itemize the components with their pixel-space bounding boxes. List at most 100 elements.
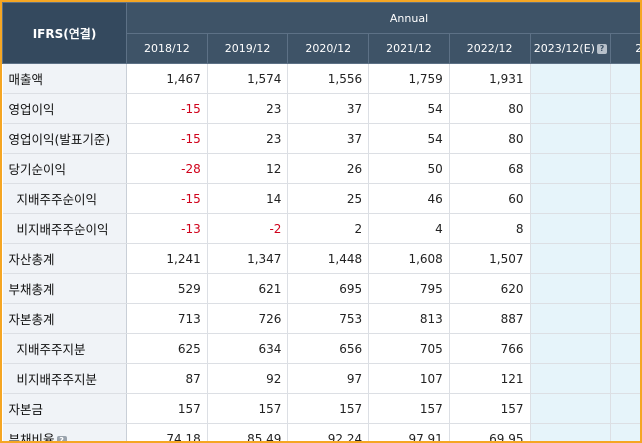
year-header-0: 2018/12 [126, 33, 208, 64]
value-cell: 529 [126, 273, 208, 304]
value-cell: 713 [126, 303, 208, 334]
value-cell: 74.18 [126, 423, 208, 441]
estimate-cell [530, 63, 612, 94]
annual-group-header: Annual [126, 2, 640, 34]
value-cell: 25 [287, 183, 370, 214]
row-label-text: 자본금 [8, 402, 44, 417]
value-cell: -2 [207, 213, 289, 244]
table-row: 지배주주지분 625 634 656 705 766 [2, 333, 640, 364]
year-header-4: 2022/12 [448, 33, 531, 64]
year-label: 2018/12 [144, 42, 190, 55]
value-cell: 625 [126, 333, 208, 364]
value-cell: 1,608 [368, 243, 450, 274]
value-cell: 37 [287, 123, 370, 154]
row-label-text: 자본총계 [8, 312, 55, 327]
table-row: 부채비율? 74.18 85.49 92.24 97.91 69.95 [2, 423, 640, 443]
value-cell: -15 [126, 183, 208, 214]
value-cell: 813 [368, 303, 450, 334]
row-label-text: 비지배주주지분 [16, 372, 98, 387]
estimate-cell [610, 243, 640, 274]
value-cell: 157 [126, 393, 208, 424]
table-row: 영업이익(발표기준) -15 23 37 54 80 [2, 123, 640, 154]
value-cell: 1,556 [287, 63, 370, 94]
year-label: 2022/12 [466, 42, 513, 55]
table-row: 매출액 1,467 1,574 1,556 1,759 1,931 [2, 63, 640, 94]
row-label[interactable]: 매출액 [2, 63, 128, 94]
estimate-cell [610, 213, 640, 244]
row-label[interactable]: 부채총계 [2, 273, 128, 304]
value-cell: 23 [207, 123, 289, 154]
row-label-text: 지배주주지분 [16, 342, 86, 357]
row-label[interactable]: 영업이익 [2, 93, 128, 124]
estimate-cell [610, 303, 640, 334]
value-cell: 92 [207, 363, 289, 394]
row-label-text: 지배주주순이익 [16, 192, 98, 207]
value-cell: 92.24 [287, 423, 370, 441]
row-label-text: 비지배주주순이익 [16, 222, 109, 237]
value-cell: 157 [207, 393, 289, 424]
row-label-text: 당기순이익 [8, 162, 67, 177]
estimate-cell [530, 393, 612, 424]
estimate-cell [610, 63, 640, 94]
year-header-5: 2023/12(E)? [529, 33, 612, 64]
value-cell: 54 [368, 123, 450, 154]
row-label[interactable]: 자본총계 [2, 303, 128, 334]
year-label: 2023/12(E) [533, 42, 595, 55]
estimate-cell [530, 363, 612, 394]
estimate-cell [610, 183, 640, 214]
table-row: 지배주주순이익 -15 14 25 46 60 [2, 183, 640, 214]
value-cell: 50 [368, 153, 450, 184]
value-cell: 121 [449, 363, 531, 394]
value-cell: 2 [287, 213, 370, 244]
row-label[interactable]: 지배주주지분 [2, 333, 128, 364]
value-cell: 634 [207, 333, 289, 364]
value-cell: 695 [287, 273, 370, 304]
value-cell: 157 [449, 393, 531, 424]
value-cell: 4 [368, 213, 450, 244]
row-label[interactable]: 부채비율? [2, 423, 128, 443]
value-cell: 705 [368, 333, 450, 364]
row-label[interactable]: 당기순이익 [2, 153, 128, 184]
value-cell: 726 [207, 303, 289, 334]
row-label[interactable]: 자산총계 [2, 243, 128, 274]
estimate-cell [610, 273, 640, 304]
table-row: 비지배주주지분 87 92 97 107 121 [2, 363, 640, 394]
estimate-cell [530, 333, 612, 364]
estimate-cell [530, 123, 612, 154]
value-cell: 753 [287, 303, 370, 334]
estimate-cell [610, 333, 640, 364]
value-cell: 1,448 [287, 243, 370, 274]
table-row: 당기순이익 -28 12 26 50 68 [2, 153, 640, 184]
year-header-1: 2019/12 [206, 33, 289, 64]
estimate-cell [610, 123, 640, 154]
value-cell: 80 [449, 93, 531, 124]
table-row: 부채총계 529 621 695 795 620 [2, 273, 640, 304]
value-cell: 887 [449, 303, 531, 334]
row-label[interactable]: 비지배주주순이익 [2, 213, 128, 244]
estimate-cell [610, 393, 640, 424]
value-cell: 14 [207, 183, 289, 214]
estimate-cell [530, 423, 612, 441]
row-label[interactable]: 지배주주순이익 [2, 183, 128, 214]
value-cell: 1,574 [207, 63, 289, 94]
row-label[interactable]: 자본금 [2, 393, 128, 424]
help-icon[interactable]: ? [596, 44, 607, 54]
row-label-text: 자산총계 [8, 252, 55, 267]
value-cell: -28 [126, 153, 208, 184]
year-label: 2024/ [635, 42, 642, 55]
year-label: 2021/12 [386, 42, 432, 55]
table-row: 비지배주주순이익 -13 -2 2 4 8 [2, 213, 640, 244]
value-cell: 1,759 [368, 63, 450, 94]
help-icon[interactable]: ? [56, 435, 67, 441]
estimate-cell [610, 153, 640, 184]
row-label-text: 영업이익(발표기준) [8, 132, 111, 147]
year-header-2: 2020/12 [287, 33, 370, 64]
row-label-text: 부채총계 [8, 282, 55, 297]
table-row: 자산총계 1,241 1,347 1,448 1,608 1,507 [2, 243, 640, 274]
estimate-cell [530, 273, 612, 304]
value-cell: 157 [368, 393, 450, 424]
row-label-text: 부채비율 [8, 432, 55, 443]
row-label[interactable]: 비지배주주지분 [2, 363, 128, 394]
row-label[interactable]: 영업이익(발표기준) [2, 123, 128, 154]
